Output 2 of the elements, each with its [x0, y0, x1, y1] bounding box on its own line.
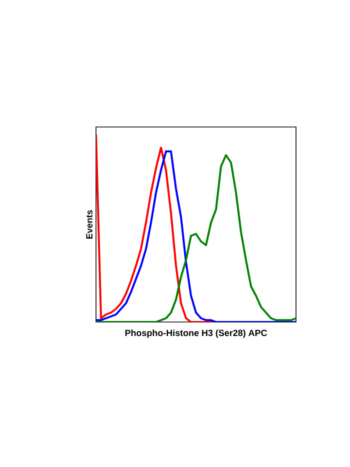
x-axis-title: Phospho-Histone H3 (Ser28) APC	[125, 330, 267, 338]
y-axis-title: Events	[86, 210, 92, 239]
